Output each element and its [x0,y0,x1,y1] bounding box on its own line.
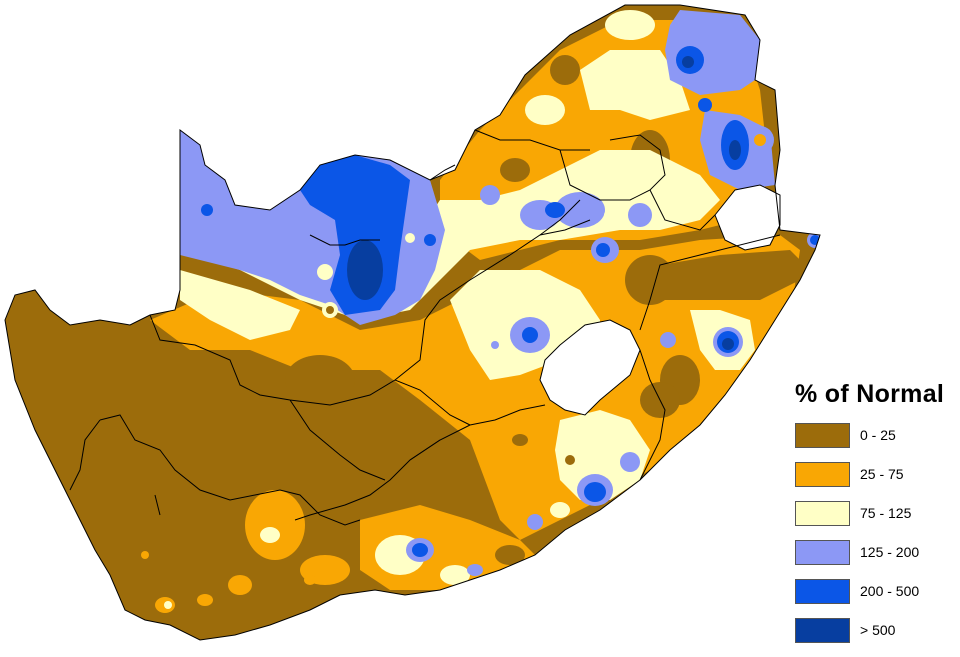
legend-label: > 500 [860,622,896,638]
legend-item: 0 - 25 [795,423,960,462]
small-spots [141,134,766,609]
legend-swatch [795,540,850,565]
legend-title: % of Normal [795,380,945,408]
legend-swatch [795,462,850,487]
legend-item: > 500 [795,618,960,657]
lesotho-exclusion [539,319,641,416]
legend: % of Normal 0 - 25 25 - 75 75 - 125 125 … [795,380,960,657]
eswatini-exclusion [714,184,781,251]
province-borders [4,4,821,641]
legend-swatch [795,618,850,643]
legend-item: 125 - 200 [795,540,960,579]
legend-swatch [795,579,850,604]
legend-item: 200 - 500 [795,579,960,618]
legend-item: 25 - 75 [795,462,960,501]
legend-swatch [795,501,850,526]
legend-label: 75 - 125 [860,505,912,521]
legend-item: 75 - 125 [795,501,960,540]
legend-swatch [795,423,850,448]
legend-label: 25 - 75 [860,466,904,482]
legend-label: 0 - 25 [860,427,896,443]
zone-above-500 [347,56,741,350]
legend-label: 200 - 500 [860,583,920,599]
legend-label: 125 - 200 [860,544,920,560]
